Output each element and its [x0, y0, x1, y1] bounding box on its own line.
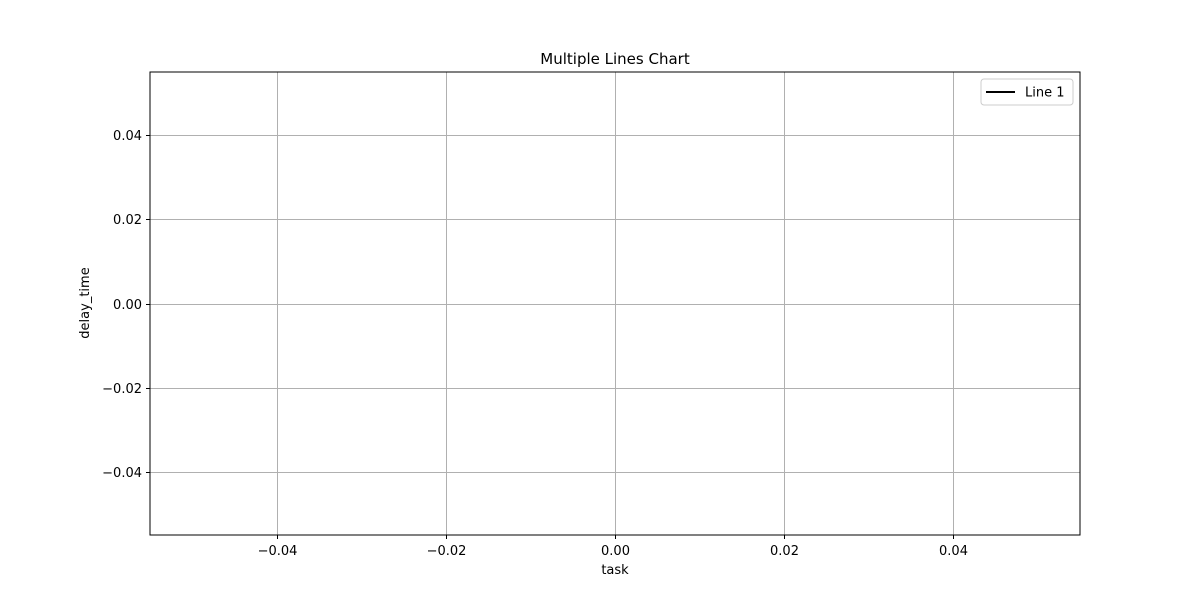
x-tick-label: 0.04	[939, 544, 968, 559]
x-tick-label: −0.02	[427, 544, 467, 559]
x-axis-ticks: −0.04 −0.02 0.00 0.02 0.04	[258, 535, 968, 559]
y-tick-label: 0.02	[113, 213, 142, 228]
chart-title: Multiple Lines Chart	[540, 50, 690, 68]
grid	[150, 72, 1080, 535]
x-axis-label: task	[601, 563, 629, 578]
y-axis-label: delay_time	[78, 267, 93, 338]
y-axis-ticks: −0.04 −0.02 0.00 0.02 0.04	[102, 129, 150, 481]
y-tick-label: 0.04	[113, 129, 142, 144]
y-tick-label: −0.02	[102, 382, 142, 397]
y-tick-label: −0.04	[102, 466, 142, 481]
legend: Line 1	[980, 78, 1074, 106]
x-tick-label: 0.00	[601, 544, 630, 559]
legend-label-line-1: Line 1	[1025, 86, 1065, 101]
y-tick-label: 0.00	[113, 298, 142, 313]
x-tick-label: 0.02	[770, 544, 799, 559]
x-tick-label: −0.04	[258, 544, 298, 559]
legend-box	[980, 78, 1074, 106]
